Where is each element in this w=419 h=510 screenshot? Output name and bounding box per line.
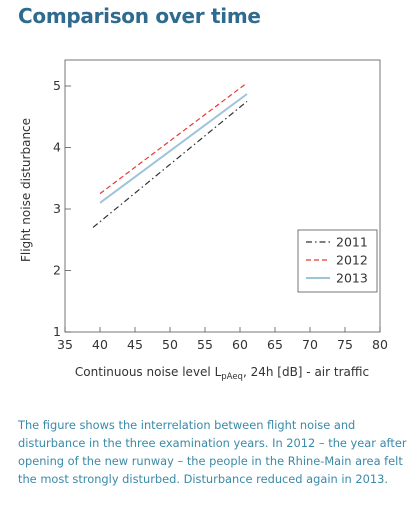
legend-label-2011: 2011 [336, 235, 368, 250]
y-axis-label: Flight noise disturbance [19, 118, 33, 262]
x-tick-label: 50 [162, 337, 178, 352]
x-tick-label: 70 [302, 337, 318, 352]
y-axis-label-group: Flight noise disturbance [19, 118, 33, 262]
y-tick-label: 2 [53, 263, 61, 278]
x-tick-label: 75 [337, 337, 353, 352]
legend-label-2012: 2012 [336, 253, 368, 268]
page-title: Comparison over time [18, 4, 261, 28]
x-tick-label: 35 [57, 337, 73, 352]
x-axis-label: Continuous noise level LpAeq, 24h [dB] -… [75, 365, 369, 382]
y-tick-label: 3 [53, 201, 61, 216]
series-line-2011 [92, 100, 248, 228]
figure-caption: The figure shows the interrelation betwe… [18, 418, 407, 486]
legend-box [297, 229, 378, 293]
y-axis-ticks: 1 2 3 4 5 [53, 78, 71, 339]
x-axis-label-suffix: , 24h [dB] - air traffic [243, 365, 369, 379]
x-axis-label-main: Continuous noise level L [75, 365, 222, 379]
y-tick-label: 1 [53, 324, 61, 339]
x-tick-label: 40 [92, 337, 108, 352]
legend: 2011 2012 2013 [297, 229, 378, 293]
series-line-2012 [99, 82, 248, 195]
x-tick-label: 45 [127, 337, 143, 352]
x-tick-label: 65 [267, 337, 283, 352]
y-tick-label: 4 [53, 140, 61, 155]
legend-items: 2011 2012 2013 [306, 235, 368, 286]
y-tick-label: 5 [53, 78, 61, 93]
x-axis-label-subscript: pAeq [221, 372, 243, 382]
x-tick-label: 80 [372, 337, 388, 352]
x-axis-ticks: 35 40 45 50 55 60 65 70 75 80 [57, 327, 388, 352]
series-lines [92, 82, 248, 228]
x-tick-label: 60 [232, 337, 248, 352]
x-tick-label: 55 [197, 337, 213, 352]
legend-label-2013: 2013 [336, 271, 368, 286]
plot-frame [64, 59, 381, 333]
series-line-2013 [99, 93, 248, 204]
